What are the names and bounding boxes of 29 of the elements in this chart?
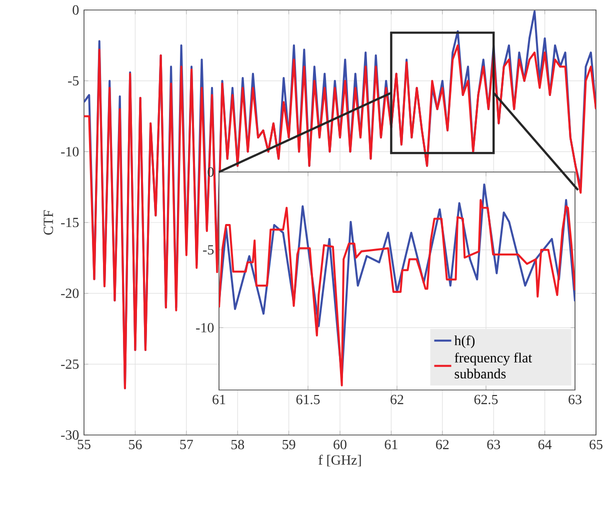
- y-axis-title: CTF: [44, 210, 54, 235]
- y-tick-label: -30: [61, 430, 79, 440]
- y-tick-label: -25: [61, 359, 79, 369]
- x-tick-label: 59: [282, 440, 296, 450]
- x-tick-label: 57: [180, 440, 193, 450]
- x-tick-label: 61.5: [296, 394, 320, 404]
- x-axis-title: f [GHz]: [318, 454, 361, 466]
- x-tick-label: 60: [334, 440, 346, 450]
- x-tick-label: 61: [384, 440, 398, 450]
- x-tick-label: 62.5: [474, 394, 498, 404]
- y-tick-label: -20: [61, 288, 79, 298]
- y-tick-label: -5: [203, 245, 214, 254]
- x-tick-label: 56: [129, 440, 142, 450]
- y-tick-label: -10: [61, 146, 79, 156]
- x-tick-label: 63: [568, 394, 582, 404]
- x-tick-label: 65: [590, 440, 602, 450]
- legend-label: frequency flat subbands: [454, 352, 532, 378]
- x-tick-label: 62: [436, 440, 449, 450]
- x-tick-label: 63: [487, 440, 500, 450]
- x-tick-label: 62: [390, 394, 404, 404]
- y-tick-label: -5: [68, 76, 79, 86]
- x-tick-label: 55: [78, 440, 90, 450]
- x-tick-label: 58: [231, 440, 244, 450]
- x-tick-label: 61: [212, 394, 226, 404]
- y-tick-label: 0: [72, 5, 79, 15]
- x-tick-label: 64: [538, 440, 552, 450]
- legend-label: h(f): [454, 335, 475, 348]
- y-tick-label: -15: [61, 218, 79, 228]
- y-tick-label: -10: [196, 323, 214, 332]
